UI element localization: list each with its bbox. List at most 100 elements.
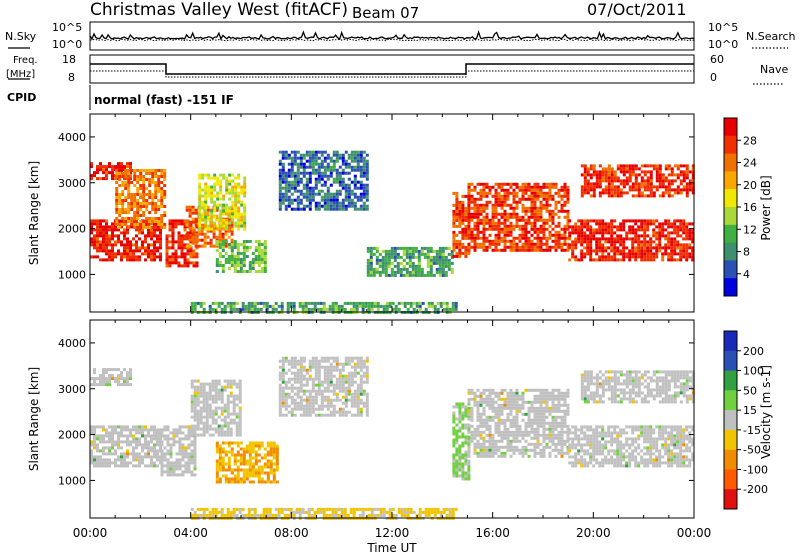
power-cell	[652, 234, 656, 238]
velocity-cell	[290, 359, 294, 363]
power-cell	[136, 202, 140, 205]
power-cell	[691, 188, 695, 192]
velocity-cell	[461, 462, 465, 466]
velocity-cell	[458, 426, 462, 430]
power-cell	[655, 234, 659, 238]
power-cell	[350, 150, 354, 154]
power-cell	[335, 150, 339, 154]
velocity-cell	[141, 449, 144, 453]
power-cell	[183, 234, 187, 238]
power-cell	[338, 183, 342, 187]
velocity-cell	[163, 437, 167, 441]
power-cell	[595, 231, 599, 235]
power-cell	[222, 212, 226, 216]
power-cell	[577, 258, 581, 262]
power-cell	[571, 231, 575, 235]
power-cell	[356, 165, 360, 169]
power-cell	[470, 230, 474, 234]
power-cell	[111, 225, 114, 229]
power-cell	[592, 231, 596, 235]
velocity-cell	[215, 468, 219, 472]
power-cell	[323, 207, 327, 211]
power-cell	[533, 197, 537, 201]
velocity-cell	[199, 388, 203, 392]
velocity-cell	[245, 471, 249, 475]
power-cell	[530, 224, 534, 228]
power-cell	[622, 185, 626, 189]
power-cell	[619, 182, 623, 186]
velocity-cell	[272, 450, 276, 454]
velocity-cell	[341, 374, 345, 378]
power-cell	[479, 245, 483, 249]
power-cell	[563, 194, 567, 198]
power-cell	[557, 236, 561, 240]
power-cell	[458, 215, 462, 219]
power-cell	[536, 248, 540, 252]
velocity-cell	[147, 431, 150, 435]
power-cell	[293, 180, 297, 184]
power-cell	[500, 203, 504, 207]
power-cell	[120, 219, 123, 223]
power-cell	[308, 150, 312, 154]
power-cell	[281, 150, 285, 154]
velocity-cell	[344, 362, 348, 366]
power-cell	[533, 194, 537, 198]
power-cell	[488, 185, 492, 189]
velocity-cell	[205, 421, 209, 425]
velocity-cell	[452, 438, 456, 442]
power-cell	[123, 249, 126, 253]
power-cell	[139, 175, 143, 178]
velocity-cell	[99, 449, 102, 453]
power-cell	[192, 255, 196, 259]
power-cell	[334, 304, 338, 308]
power-cell	[458, 254, 462, 258]
velocity-cell	[208, 424, 212, 428]
power-cell	[369, 255, 373, 259]
power-cell	[156, 228, 159, 232]
power-cell	[403, 301, 407, 305]
power-cell	[219, 188, 223, 192]
power-cell	[317, 204, 321, 208]
power-cell	[482, 215, 486, 219]
power-cell	[180, 237, 184, 241]
power-cell	[299, 207, 303, 211]
power-cell	[139, 187, 143, 190]
power-cell	[586, 225, 590, 229]
velocity-cell	[293, 401, 297, 405]
velocity-cell	[93, 368, 96, 372]
power-cell	[257, 240, 261, 243]
power-cell	[560, 209, 564, 213]
power-cell	[369, 249, 373, 253]
power-cell	[640, 234, 644, 238]
power-cell	[646, 255, 650, 259]
power-cell	[221, 270, 225, 273]
power-cell	[188, 205, 192, 209]
power-cell	[281, 156, 285, 160]
power-cell	[530, 191, 534, 195]
power-cell	[551, 227, 555, 231]
power-cell	[183, 222, 187, 226]
power-cell	[661, 228, 665, 232]
velocity-cell	[461, 477, 465, 481]
power-cell	[326, 165, 330, 169]
power-cell	[174, 222, 178, 226]
power-cell	[586, 246, 590, 250]
power-cell	[290, 207, 294, 211]
power-cell	[509, 239, 513, 243]
velocity-cell	[223, 433, 227, 437]
power-cell	[296, 201, 300, 205]
power-cell	[673, 231, 677, 235]
velocity-cell	[293, 404, 297, 408]
power-cell	[643, 234, 647, 238]
power-cell	[436, 301, 440, 305]
power-cell	[667, 255, 671, 259]
velocity-cell	[341, 380, 345, 384]
power-cell	[604, 237, 608, 241]
velocity-cell	[178, 440, 182, 444]
velocity-cell	[455, 453, 459, 457]
power-cell	[604, 179, 608, 183]
power-cell	[461, 227, 465, 231]
velocity-cell	[190, 433, 194, 437]
power-cell	[96, 240, 99, 244]
power-cell	[447, 258, 451, 262]
